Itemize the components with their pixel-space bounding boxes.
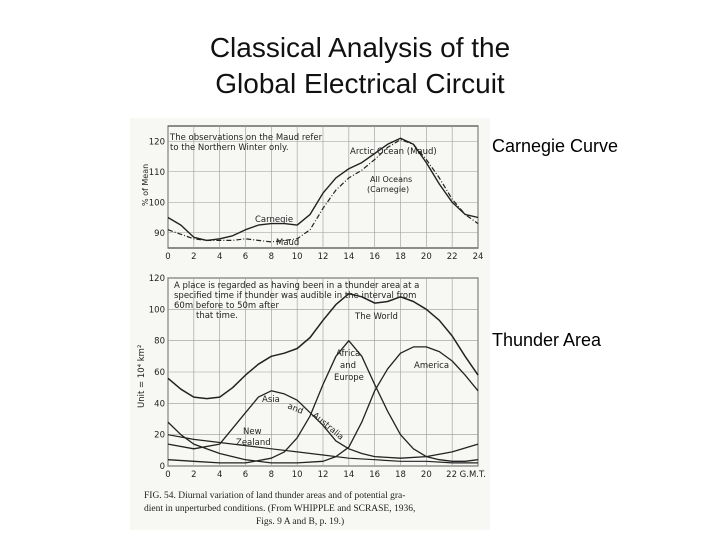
x-tick-label: 20 xyxy=(421,252,432,262)
thunder-y-label: Unit = 10⁴ km² xyxy=(137,345,147,408)
arctic-ocean-label: Arctic Ocean (Maud) xyxy=(350,147,437,157)
y-tick-label: 100 xyxy=(149,198,165,208)
carnegie-series xyxy=(167,137,479,243)
carnegie-curve-tag: Carnegie xyxy=(255,215,293,225)
thunder-grid xyxy=(167,277,479,467)
y-tick-label: 120 xyxy=(149,137,165,147)
x-tick-label: 16 xyxy=(369,470,380,480)
slide-title: Classical Analysis of the Global Electri… xyxy=(0,30,720,102)
x-tick-label: 14 xyxy=(343,470,354,480)
x-tick-label: 20 xyxy=(421,470,432,480)
x-tick-label: 10 xyxy=(292,470,303,480)
x-tick-label: 2 xyxy=(191,470,196,480)
y-tick-label: 0 xyxy=(160,462,165,472)
y-tick-label: 20 xyxy=(154,431,165,441)
x-tick-label: 0 xyxy=(165,252,170,262)
america-line xyxy=(167,346,479,464)
carnegie-paren-label: (Carnegie) xyxy=(367,185,409,194)
thunder-ticks: 0 2 4 6 8 10 12 14 16 18 20 22 G.M.T. 0 20 40 60 80 100 12… xyxy=(149,274,486,480)
x-tick-label: 0 xyxy=(165,470,170,480)
world-label: The World xyxy=(354,312,398,322)
america-label: America xyxy=(414,361,449,371)
x-tick-label: 2 xyxy=(191,252,196,262)
x-tick-label: 4 xyxy=(217,470,222,480)
carnegie-note-1: The observations on the Maud refer xyxy=(169,133,323,143)
new-zealand-line xyxy=(167,434,478,464)
x-tick-label: 10 xyxy=(292,252,303,262)
thunder-note-4: that time. xyxy=(196,311,238,321)
x-tick-label: 12 xyxy=(318,252,329,262)
all-oceans-label: All Oceans xyxy=(370,175,412,184)
y-tick-label: 40 xyxy=(154,399,165,409)
caption-line-2: dient in unperturbed conditions. (From W… xyxy=(144,503,415,514)
caption-line-1: FIG. 54. Diurnal variation of land thund… xyxy=(144,490,405,501)
carnegie-grid xyxy=(167,125,479,249)
x-tick-label: 8 xyxy=(269,252,274,262)
title-line-1: Classical Analysis of the xyxy=(209,32,511,63)
zealand-label: Zealand xyxy=(236,438,271,448)
y-tick-label: 110 xyxy=(149,168,165,178)
scanned-figure: 0 2 4 6 8 10 12 14 16 18 20 22 24 90 100 110 120 % of Me… xyxy=(130,118,490,530)
maud-line xyxy=(167,139,479,243)
y-tick-label: 120 xyxy=(149,274,165,284)
x-tick-label: 16 xyxy=(369,252,380,262)
x-tick-label: 18 xyxy=(395,470,406,480)
thunder-series xyxy=(167,292,479,464)
x-tick-label: 4 xyxy=(217,252,222,262)
x-tick-label: 18 xyxy=(395,252,406,262)
x-tick-label: 8 xyxy=(269,470,274,480)
thunder-note-2: specified time if thunder was audible in… xyxy=(174,291,416,301)
europe-label: Europe xyxy=(334,373,364,383)
y-tick-label: 100 xyxy=(149,305,165,315)
carnegie-curve-label: Carnegie Curve xyxy=(492,136,619,156)
y-tick-label: 90 xyxy=(154,229,165,239)
title-line-2: Global Electrical Circuit xyxy=(215,68,505,99)
x-tick-label: 12 xyxy=(318,470,329,480)
x-tick-label: 14 xyxy=(343,252,354,262)
x-tick-label: 22 G.M.T. xyxy=(446,470,486,480)
thunder-note-3: 60m before to 50m after xyxy=(174,301,280,311)
world-line xyxy=(167,292,479,400)
carnegie-note-2: to the Northern Winter only. xyxy=(170,143,289,153)
y-tick-label: 60 xyxy=(154,368,165,378)
maud-curve-tag: Maud xyxy=(276,238,299,248)
y-tick-label: 80 xyxy=(154,337,165,347)
caption-line-3: Figs. 9 A and B, p. 19.) xyxy=(256,516,344,527)
x-tick-label: 24 xyxy=(473,252,484,262)
x-tick-label: 6 xyxy=(243,252,248,262)
x-tick-label: 6 xyxy=(243,470,248,480)
africa-and-label: and xyxy=(340,361,356,371)
carnegie-line xyxy=(167,137,479,242)
asia-label: Asia xyxy=(262,395,280,405)
thunder-note-1: A place is regarded as having been in a … xyxy=(174,281,419,291)
new-label: New xyxy=(243,427,262,437)
asia-australia-line xyxy=(167,390,479,459)
africa-label: Africa xyxy=(336,349,360,359)
carnegie-y-label: % of Mean xyxy=(141,164,150,206)
thunder-area-label: Thunder Area xyxy=(492,330,602,350)
x-tick-label: 22 xyxy=(447,252,458,262)
